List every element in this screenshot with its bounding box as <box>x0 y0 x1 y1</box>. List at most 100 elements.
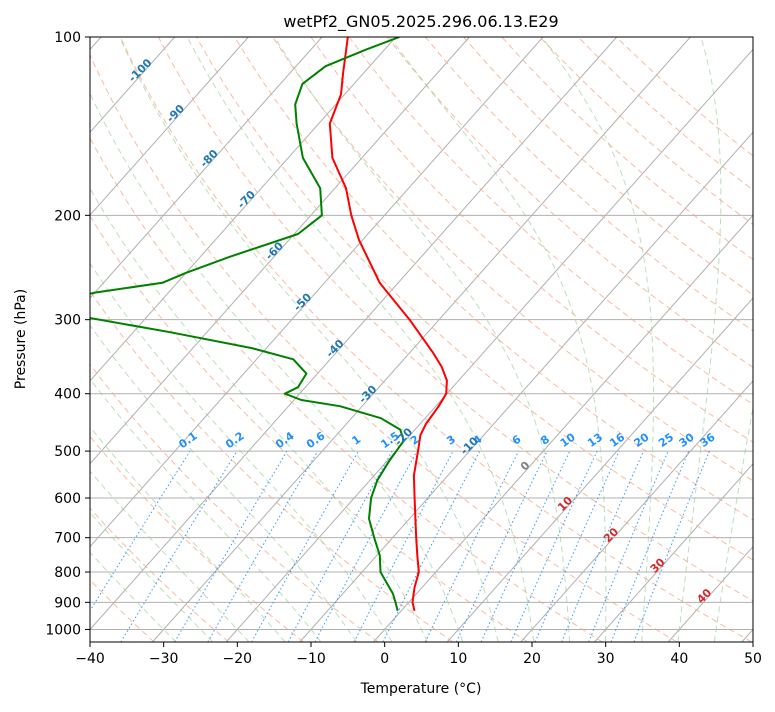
chart-title: wetPf2_GN05.2025.296.06.13.E29 <box>283 12 558 32</box>
dry-adiabat-line <box>120 37 752 642</box>
mixing-ratio-line <box>252 451 359 642</box>
mixing-ratio-label: 8 <box>538 433 552 448</box>
dry-adiabat-line <box>0 37 378 642</box>
mixing-ratio-line <box>425 451 518 642</box>
y-tick-label: 700 <box>54 531 81 547</box>
y-tick-label: 600 <box>54 491 81 507</box>
x-tick-label: −40 <box>75 651 105 667</box>
background-lines <box>0 37 775 642</box>
isotherm-line <box>742 37 775 642</box>
isotherm-line <box>153 37 691 642</box>
x-tick-label: −10 <box>296 651 326 667</box>
mixing-ratio-label: 0.2 <box>223 429 246 451</box>
x-axis-label: Temperature (°C) <box>360 681 482 697</box>
temperature-profile-line <box>330 37 447 611</box>
x-tick-label: −30 <box>149 651 179 667</box>
isotherm-line <box>5 37 543 642</box>
y-tick-label: 300 <box>54 313 81 329</box>
isotherm-label: 30 <box>648 555 668 575</box>
isotherm-label: 20 <box>601 525 621 545</box>
isotherm-label: -50 <box>291 290 314 313</box>
y-tick-label: 900 <box>54 595 81 611</box>
mixing-ratio-label: 0.1 <box>176 429 199 451</box>
moist-adiabat-line <box>390 37 606 642</box>
mixing-ratio-line <box>121 451 237 642</box>
dry-adiabat-line <box>158 37 775 642</box>
dry-adiabat-line <box>235 37 775 642</box>
mixing-ratio-line <box>175 451 287 642</box>
isotherm-line <box>595 37 775 642</box>
moist-adiabat-line <box>714 37 775 642</box>
moist-adiabat-line <box>187 37 534 642</box>
moist-adiabat-line <box>120 37 499 642</box>
y-axis-label: Pressure (hPa) <box>13 289 29 389</box>
y-tick-label: 500 <box>54 444 81 460</box>
mixing-ratio-line <box>589 451 669 642</box>
mixing-ratio-line <box>456 451 547 642</box>
isotherm-label: -70 <box>235 188 258 211</box>
isotherm-label: 40 <box>694 586 714 606</box>
mixing-ratio-line <box>383 451 480 642</box>
dry-adiabat-line <box>0 37 229 642</box>
moist-adiabat-line <box>542 37 654 642</box>
y-tick-label: 400 <box>54 387 81 403</box>
isotherm-line <box>79 37 617 642</box>
mixing-ratio-label: 16 <box>607 430 627 450</box>
dry-adiabat-line <box>578 37 775 642</box>
x-tick-label: 30 <box>597 651 615 667</box>
y-tick-label: 100 <box>54 30 81 46</box>
isotherm-label: -60 <box>263 239 286 262</box>
mixing-ratio-label: 13 <box>585 431 605 450</box>
isotherm-line <box>374 37 775 642</box>
mixing-ratio-label: 3 <box>444 433 458 448</box>
mixing-ratio-label: 25 <box>656 431 676 450</box>
mixing-ratio-line <box>71 451 191 642</box>
mixing-ratio-line <box>315 451 417 642</box>
dry-adiabat-line <box>44 37 602 642</box>
x-tick-label: 10 <box>449 651 467 667</box>
y-tick-label: 1000 <box>45 622 81 638</box>
isotherm-label: 10 <box>555 494 575 514</box>
isotherm-line <box>226 37 764 642</box>
moist-adiabat-line <box>22 37 427 642</box>
isotherm-line <box>447 37 775 642</box>
dry-adiabat-line <box>0 37 453 642</box>
y-tick-label: 800 <box>54 565 81 581</box>
isotherm-label: -30 <box>356 383 379 406</box>
moist-adiabat-line <box>678 37 721 642</box>
moist-adiabat-line <box>0 37 213 642</box>
x-tick-label: 20 <box>523 651 541 667</box>
dry-adiabat-line <box>6 37 528 642</box>
mixing-ratio-label: 20 <box>631 430 651 450</box>
mixing-ratio-label: 0.6 <box>304 429 328 451</box>
dewpoint-profile-line <box>38 37 404 611</box>
mixing-ratio-label: 0.4 <box>273 429 297 451</box>
isotherm-line <box>300 37 775 642</box>
mixing-ratio-line <box>354 451 453 642</box>
dry-adiabat-line <box>502 37 775 642</box>
isotherm-line <box>0 37 469 642</box>
mixing-ratio-line <box>611 451 689 642</box>
mixing-ratio-line <box>634 451 710 642</box>
dry-adiabat-line <box>0 37 79 642</box>
isotherm-line <box>668 37 775 642</box>
isotherm-label: -20 <box>392 425 415 448</box>
x-tick-label: 0 <box>380 651 389 667</box>
x-tick-label: 40 <box>670 651 688 667</box>
mixing-ratio-line <box>208 451 318 642</box>
mixing-ratio-label: 1 <box>350 433 364 448</box>
dry-adiabat-line <box>540 37 775 642</box>
isotherm-label: -80 <box>198 147 221 170</box>
y-tick-label: 200 <box>54 208 81 224</box>
isotherm-label: -90 <box>164 102 187 125</box>
moist-adiabat-line <box>0 37 321 642</box>
mixing-ratio-label: 10 <box>558 430 578 450</box>
x-tick-label: 50 <box>744 651 762 667</box>
mixing-ratio-line <box>535 451 619 642</box>
x-tick-label: −20 <box>223 651 253 667</box>
dry-adiabat-line <box>0 37 304 642</box>
isotherm-label: -40 <box>323 337 346 360</box>
